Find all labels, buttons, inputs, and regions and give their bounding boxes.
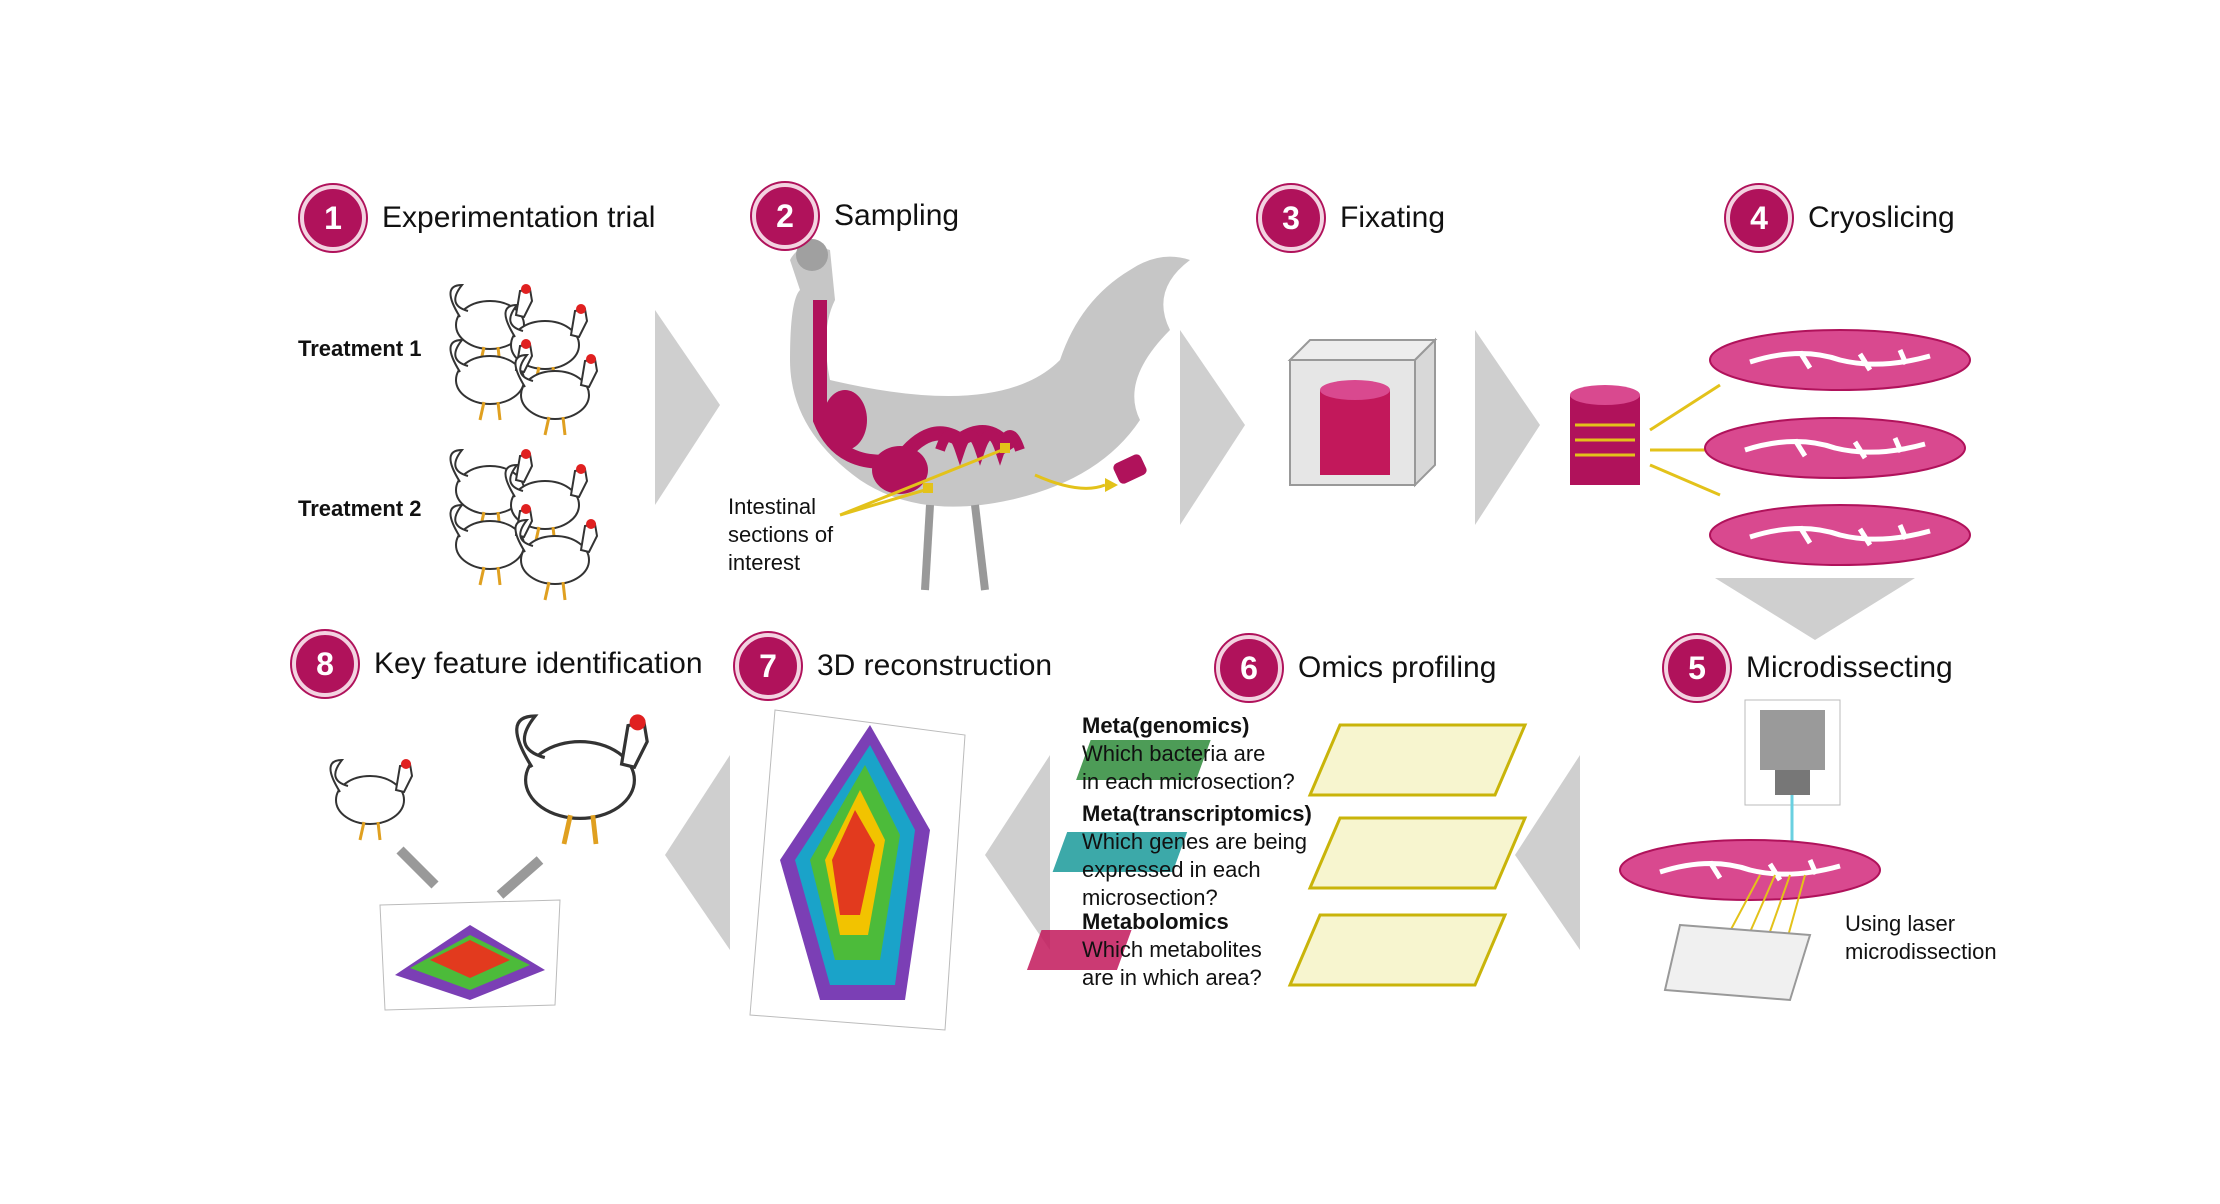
sampling-label: Intestinal sections of interest bbox=[728, 494, 834, 575]
microdissection-label: Using laser microdissection bbox=[1845, 911, 1997, 964]
rooster-icon bbox=[328, 714, 647, 1011]
rooster-icon bbox=[790, 239, 1190, 591]
step-badge: 6 bbox=[1216, 635, 1282, 701]
step-1: 1 Experimentation trial bbox=[300, 185, 655, 251]
step-title: Omics profiling bbox=[1298, 651, 1497, 684]
chicken-icon bbox=[448, 282, 599, 602]
step-title: Key feature identification bbox=[374, 647, 703, 680]
treatment-1-label: Treatment 1 bbox=[298, 336, 422, 361]
step-6: 6 Omics profiling bbox=[1216, 635, 1496, 701]
tissue-slice-icon bbox=[1620, 840, 1880, 900]
step-title: Cryoslicing bbox=[1808, 201, 1955, 234]
omics-genomics: Meta(genomics) Which bacteria are in eac… bbox=[1082, 713, 1295, 794]
tissue-block-icon bbox=[1287, 337, 1438, 488]
flow-arrow-5-6 bbox=[1515, 755, 1580, 950]
step-badge: 4 bbox=[1726, 185, 1792, 251]
3d-point-cloud-icon bbox=[749, 709, 966, 1031]
flow-arrow-3-4 bbox=[1475, 330, 1540, 525]
step-title: Experimentation trial bbox=[382, 201, 656, 234]
omics-transcriptomics: Meta(transcriptomics) Which genes are be… bbox=[1082, 801, 1312, 910]
step-title: Microdissecting bbox=[1746, 651, 1953, 684]
well-plate-icon bbox=[1663, 874, 1812, 1002]
flow-arrow-6-7 bbox=[985, 755, 1050, 950]
microscope-icon bbox=[1744, 699, 1841, 870]
tissue-slice-icon bbox=[1570, 330, 1970, 565]
flow-arrow-4-5 bbox=[1715, 578, 1915, 640]
step-3: 3 Fixating bbox=[1258, 185, 1445, 251]
step-4: 4 Cryoslicing bbox=[1726, 185, 1955, 251]
step-2: 2 Sampling bbox=[752, 183, 959, 249]
step-badge: 7 bbox=[735, 633, 801, 699]
data-grid-icon bbox=[1026, 723, 1528, 987]
flow-arrow-7-8 bbox=[665, 755, 730, 950]
step-7: 7 3D reconstruction bbox=[735, 633, 1052, 699]
step-badge: 5 bbox=[1664, 635, 1730, 701]
step-badge: 1 bbox=[300, 185, 366, 251]
step-title: 3D reconstruction bbox=[817, 649, 1053, 682]
step-badge: 3 bbox=[1258, 185, 1324, 251]
step-badge: 8 bbox=[292, 631, 358, 697]
treatment-2-label: Treatment 2 bbox=[298, 496, 422, 521]
step-8: 8 Key feature identification bbox=[292, 631, 703, 697]
step-title: Fixating bbox=[1340, 201, 1446, 234]
omics-metabolomics: Metabolomics Which metabolites are in wh… bbox=[1082, 909, 1262, 990]
step-title: Sampling bbox=[834, 199, 960, 232]
step-badge: 2 bbox=[752, 183, 818, 249]
flow-arrow-2-3 bbox=[1180, 330, 1245, 525]
flow-arrow-1-2 bbox=[655, 310, 720, 505]
step-5: 5 Microdissecting bbox=[1664, 635, 1953, 701]
